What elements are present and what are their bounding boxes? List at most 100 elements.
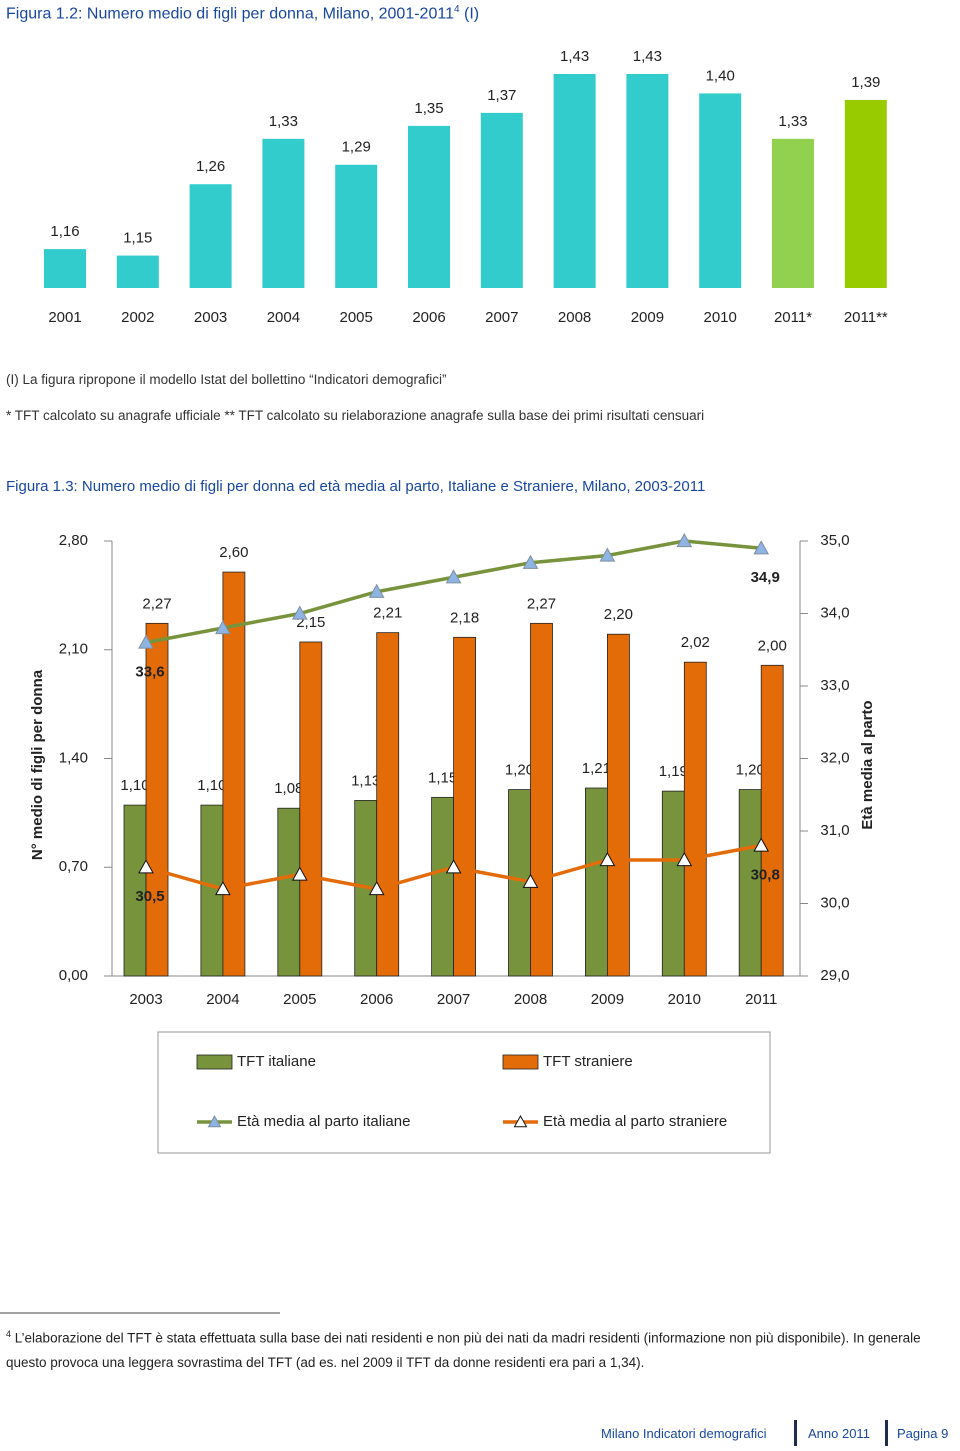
- line-marker: [291, 605, 308, 620]
- line-marker: [368, 880, 385, 896]
- note: (I) La figura ripropone il modello Istat…: [6, 372, 447, 387]
- footer-page: Pagina 9: [897, 1426, 949, 1441]
- y-tick-label: 0,70: [59, 858, 88, 875]
- value-label: 1,20: [736, 762, 765, 779]
- bar: [189, 184, 232, 288]
- line-marker: [522, 554, 539, 569]
- value-label: 1,21: [582, 760, 611, 777]
- x-tick-label: 2005: [340, 309, 373, 326]
- line-marker: [368, 583, 385, 598]
- line-marker: [445, 569, 462, 584]
- value-label: 2,18: [450, 609, 479, 626]
- bar: [376, 632, 400, 977]
- bar: [116, 255, 159, 288]
- value-label: 1,15: [428, 769, 457, 786]
- value-label: 1,43: [633, 48, 662, 65]
- value-label: 1,33: [269, 113, 298, 130]
- x-tick-label: 2003: [129, 991, 162, 1008]
- legend-swatch: [196, 1054, 233, 1070]
- value-label: 1,15: [123, 230, 152, 247]
- legend-label: Età media al parto italiane: [237, 1113, 410, 1130]
- value-label: 2,60: [219, 544, 248, 561]
- legend-marker: [513, 1114, 528, 1128]
- bar: [585, 787, 608, 977]
- x-tick-label: 2008: [514, 991, 547, 1008]
- value-label: 2,02: [681, 634, 710, 651]
- footer-separator: [885, 1420, 888, 1446]
- value-label: 1,13: [351, 772, 380, 789]
- value-label: 1,37: [487, 87, 516, 104]
- y2-tick-label: 29,0: [820, 967, 849, 984]
- bar: [299, 641, 323, 977]
- x-tick-label: 2004: [206, 991, 239, 1008]
- line-marker: [599, 851, 616, 867]
- x-tick-label: 2009: [631, 309, 664, 326]
- bar: [607, 633, 630, 977]
- legend-marker: [207, 1114, 222, 1128]
- value-label: 1,26: [196, 158, 225, 175]
- value-label: 2,20: [604, 606, 633, 623]
- bar: [453, 636, 477, 977]
- footer-year: Anno 2011: [808, 1426, 870, 1441]
- x-tick-label: 2010: [704, 309, 737, 326]
- legend-label: TFT straniere: [543, 1053, 633, 1070]
- footnote: 4 L’elaborazione del TFT è stata effettu…: [6, 1322, 954, 1375]
- value-label: 30,5: [135, 888, 164, 905]
- y2-tick-label: 34,0: [820, 604, 849, 621]
- line-marker: [522, 873, 539, 888]
- footer-separator: [794, 1420, 797, 1446]
- line-marker: [215, 619, 231, 635]
- value-label: 1,08: [274, 780, 303, 797]
- line-marker: [676, 532, 693, 548]
- y-axis-title: N° medio di figli per donna: [29, 669, 46, 860]
- footer-publication: Milano Indicatori demografici: [601, 1426, 767, 1441]
- figure-title: Figura 1.2: Numero medio di figli per do…: [6, 4, 479, 23]
- x-tick-label: 2001: [48, 309, 81, 326]
- value-label: 1,43: [560, 48, 589, 65]
- value-label: 2,27: [142, 595, 171, 612]
- figure-title: Figura 1.3: Numero medio di figli per do…: [6, 478, 706, 495]
- line-marker: [599, 547, 616, 562]
- value-label: 1,29: [342, 139, 371, 156]
- x-tick-label: 2002: [121, 309, 154, 326]
- value-label: 2,27: [527, 595, 556, 612]
- value-label: 1,10: [120, 777, 149, 794]
- line-marker: [291, 866, 308, 881]
- line-marker: [215, 880, 231, 896]
- value-label: 1,10: [197, 777, 226, 794]
- bar: [553, 73, 596, 288]
- footnote-text: L’elaborazione del TFT è stata effettuat…: [6, 1330, 921, 1370]
- bar: [661, 790, 685, 977]
- x-tick-label: 2006: [412, 309, 445, 326]
- y-tick-label: 2,10: [59, 641, 88, 658]
- x-tick-label: 2010: [668, 991, 701, 1008]
- y2-tick-label: 31,0: [820, 822, 849, 839]
- bar: [683, 661, 707, 977]
- title-text: Figura 1.2: Numero medio di figli per do…: [6, 5, 454, 23]
- value-label: 1,39: [851, 74, 880, 91]
- y-tick-label: 2,80: [59, 532, 88, 549]
- legend-label: TFT italiane: [237, 1053, 316, 1070]
- y2-tick-label: 35,0: [820, 532, 849, 549]
- value-label: 2,00: [758, 637, 787, 654]
- x-tick-label: 2011*: [774, 309, 812, 326]
- x-tick-label: 2011**: [844, 309, 888, 326]
- line-marker: [753, 540, 770, 555]
- y2-tick-label: 32,0: [820, 749, 849, 766]
- bar: [772, 138, 814, 288]
- line-marker: [676, 851, 693, 867]
- legend-swatch: [502, 1054, 539, 1070]
- note: * TFT calcolato su anagrafe ufficiale **…: [6, 408, 705, 423]
- bar: [760, 664, 784, 977]
- y2-tick-label: 33,0: [820, 677, 849, 694]
- x-tick-label: 2004: [267, 309, 300, 326]
- value-label: 34,9: [751, 569, 780, 586]
- bar: [431, 796, 455, 977]
- x-tick-label: 2009: [591, 991, 624, 1008]
- x-tick-label: 2007: [485, 309, 518, 326]
- bar: [277, 807, 301, 977]
- bar: [222, 571, 246, 977]
